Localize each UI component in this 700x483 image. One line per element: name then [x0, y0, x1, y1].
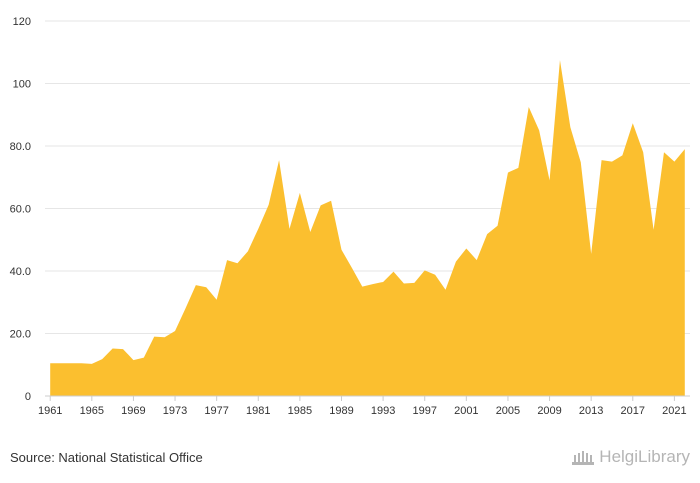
x-tick-label: 1989 [329, 405, 353, 417]
x-tick-label: 1985 [288, 405, 312, 417]
y-tick-label: 40.0 [10, 266, 31, 278]
x-tick-label: 1961 [38, 405, 62, 417]
y-tick-label: 120 [13, 16, 31, 28]
brand-name: HelgiLibrary [599, 447, 690, 466]
y-tick-label: 100 [13, 79, 31, 91]
x-tick-label: 2013 [579, 405, 603, 417]
x-tick-label: 2021 [662, 405, 686, 417]
x-tick-label: 2009 [537, 405, 561, 417]
x-tick-label: 1981 [246, 405, 270, 417]
source-note: Source: National Statistical Office [10, 450, 203, 465]
x-tick-label: 1997 [412, 405, 436, 417]
area-series [50, 60, 685, 396]
x-tick-label: 2001 [454, 405, 478, 417]
brand-logo[interactable]: HelgiLibrary [571, 447, 690, 467]
x-tick-label: 2017 [621, 405, 645, 417]
x-tick-label: 1969 [121, 405, 145, 417]
y-tick-label: 60.0 [10, 204, 31, 216]
x-axis-tick-labels: 1961 1965 1969 1973 1977 1981 1985 1989 1993 1997… [38, 396, 687, 417]
x-tick-label: 1993 [371, 405, 395, 417]
x-tick-label: 2005 [496, 405, 520, 417]
y-tick-label: 80.0 [10, 141, 31, 153]
library-columns-icon [572, 451, 595, 465]
area-series-fill [50, 60, 685, 396]
x-tick-label: 1973 [163, 405, 187, 417]
y-axis-tick-labels: 0 20.0 40.0 60.0 80.0 100 120 [10, 16, 31, 403]
x-tick-label: 1965 [80, 405, 104, 417]
y-tick-label: 0 [25, 391, 31, 403]
y-tick-label: 20.0 [10, 329, 31, 341]
x-tick-label: 1977 [204, 405, 228, 417]
